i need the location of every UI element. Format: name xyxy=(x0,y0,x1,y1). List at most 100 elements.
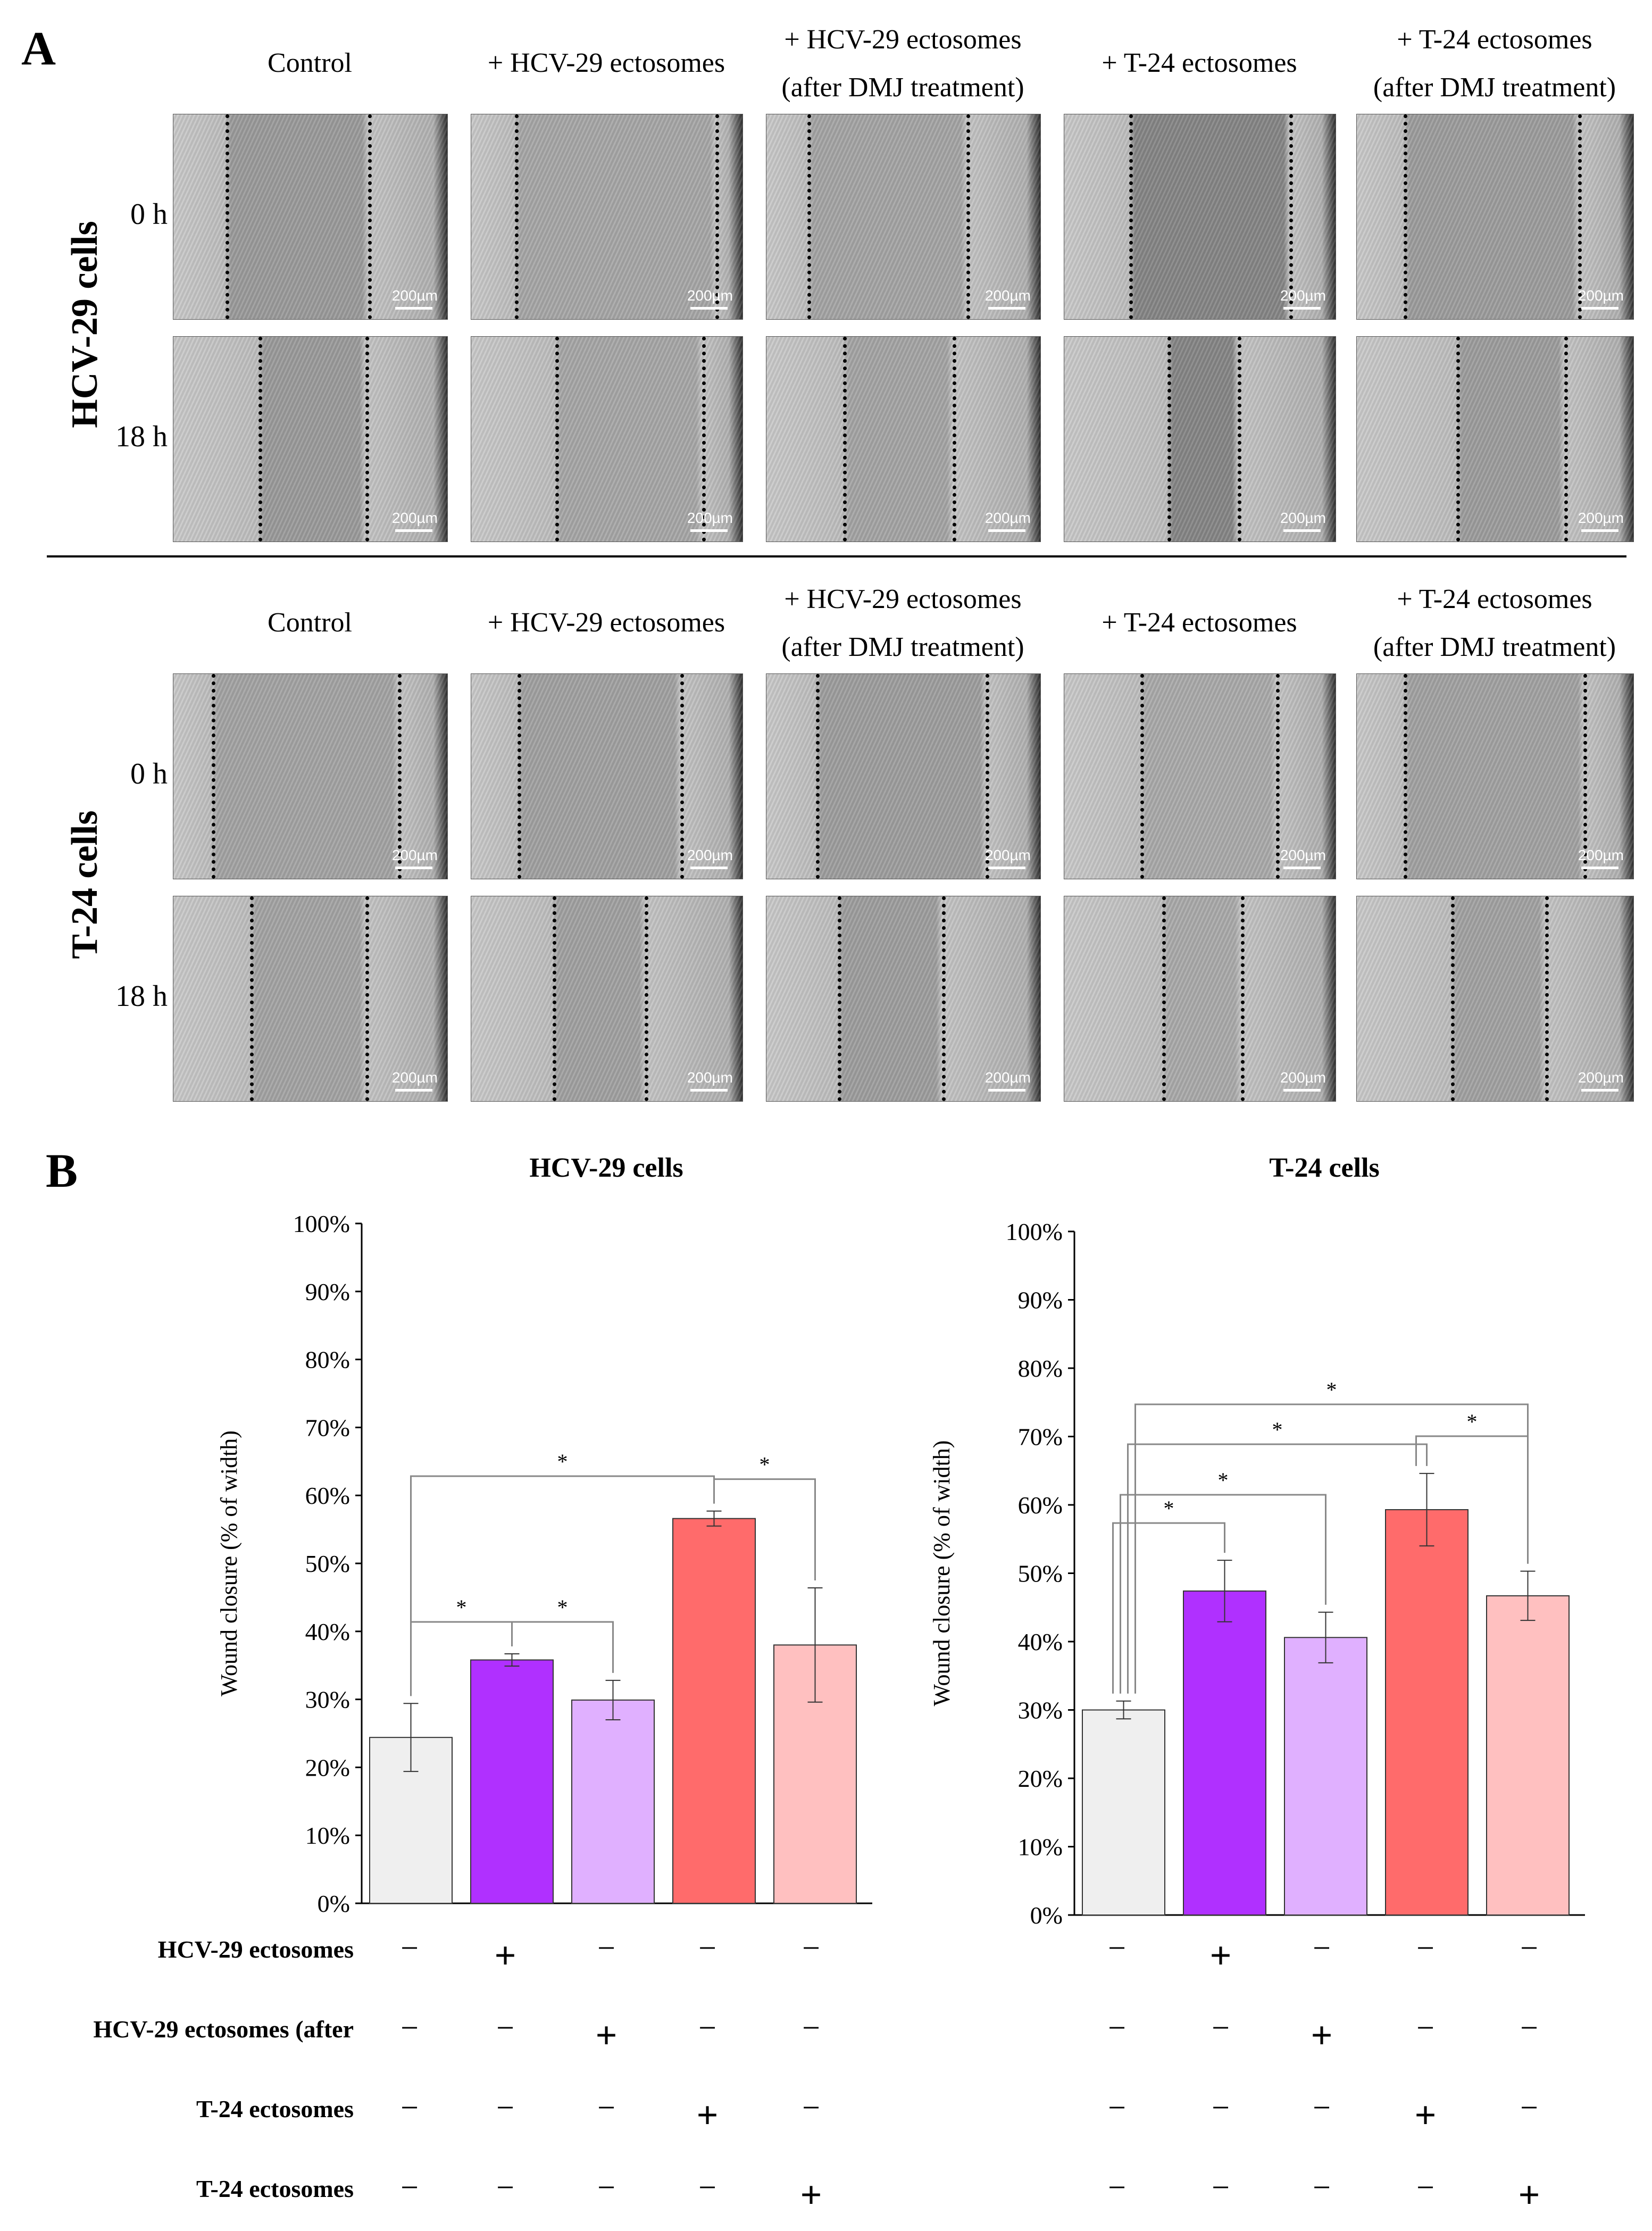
column-label: + HCV-29 ectosomes (after DMJ treatment) xyxy=(733,16,1073,112)
scale-bar-label: 200µm xyxy=(1578,510,1624,526)
condition-row-label: T-24 ectosomes xyxy=(196,2175,354,2202)
scale-bar-label: 200µm xyxy=(1578,287,1624,304)
wound-edge-line xyxy=(365,896,369,1101)
wound-edge-line xyxy=(553,896,556,1101)
wound-edge-line xyxy=(1240,896,1245,1101)
scale-bar xyxy=(1283,867,1321,869)
wound-edge-line xyxy=(837,896,841,1101)
significance-bracket xyxy=(1120,1494,1326,1694)
wound-edge-line xyxy=(1578,114,1582,319)
condition-minus: − xyxy=(802,2090,820,2125)
y-tick-label: 0% xyxy=(1030,1902,1063,1929)
wound-edge-line xyxy=(514,114,519,319)
wound-edge-line xyxy=(398,674,402,879)
micrograph: 200µm xyxy=(471,336,743,542)
significance-star: * xyxy=(557,1450,568,1474)
wound-edge-line xyxy=(1275,674,1280,879)
condition-minus: − xyxy=(496,2010,514,2045)
condition-minus: − xyxy=(1520,2010,1538,2045)
condition-plus: + xyxy=(1414,2094,1437,2136)
y-tick-label: 100% xyxy=(293,1210,350,1237)
wound-edge-line xyxy=(645,896,649,1101)
scale-bar xyxy=(395,529,432,532)
scale-bar-label: 200µm xyxy=(687,1069,733,1086)
condition-minus: − xyxy=(401,2170,419,2205)
scale-bar xyxy=(988,529,1025,532)
y-tick-label: 30% xyxy=(305,1686,350,1713)
condition-minus: − xyxy=(698,2010,716,2045)
scale-bar-label: 200µm xyxy=(984,510,1031,526)
scale-bar xyxy=(1283,307,1321,310)
significance-star: * xyxy=(557,1595,568,1619)
micrograph-texture xyxy=(766,337,1040,542)
bar xyxy=(470,1659,554,1904)
bar xyxy=(1082,1709,1165,1916)
column-label-line: + HCV-29 ectosomes xyxy=(784,584,1022,614)
wound-edge-line xyxy=(1167,337,1171,542)
micrograph-texture xyxy=(1064,896,1336,1101)
condition-minus: − xyxy=(1520,2090,1538,2125)
y-tick-label: 20% xyxy=(1018,1765,1063,1792)
micrograph: 200µm xyxy=(173,673,448,879)
micrograph: 200µm xyxy=(471,896,743,1102)
wound-edge-line xyxy=(715,114,719,319)
micrograph-texture xyxy=(766,114,1040,319)
significance-star: * xyxy=(1467,1410,1478,1434)
condition-row-label: HCV-29 ectosomes (after xyxy=(93,2016,354,2043)
wound-edge-line xyxy=(1450,896,1455,1101)
wound-edge-line xyxy=(680,674,684,879)
scale-bar xyxy=(988,307,1025,310)
wound-edge-line xyxy=(1289,114,1294,319)
micrograph-texture xyxy=(766,674,1040,879)
scale-bar xyxy=(1581,867,1618,869)
scale-bar xyxy=(690,529,728,532)
scale-bar xyxy=(395,307,432,310)
wound-edge-line xyxy=(1238,337,1242,542)
condition-minus: − xyxy=(597,2170,615,2205)
scale-bar-label: 200µm xyxy=(1280,510,1326,526)
y-tick-label: 90% xyxy=(1018,1287,1063,1314)
scale-bar xyxy=(1581,529,1618,532)
micrograph: 200µm xyxy=(1356,896,1634,1102)
scale-bar xyxy=(988,867,1025,869)
scale-bar xyxy=(1283,529,1321,532)
significance-star: * xyxy=(1272,1418,1283,1442)
micrograph-texture xyxy=(1357,337,1633,542)
bar xyxy=(1486,1595,1570,1916)
condition-minus: − xyxy=(1416,2170,1434,2205)
scale-bar xyxy=(690,307,728,310)
significance-star: * xyxy=(1326,1378,1337,1402)
chart-title-t24: T-24 cells xyxy=(1269,1153,1380,1183)
micrograph: 200µm xyxy=(1356,336,1634,542)
y-tick-label: 0% xyxy=(318,1890,350,1917)
column-label-line: (after DMJ treatment) xyxy=(781,632,1024,662)
scale-bar-label: 200µm xyxy=(984,847,1031,863)
column-label-line: (after DMJ treatment) xyxy=(781,72,1024,103)
condition-minus: − xyxy=(698,2170,716,2205)
micrograph-texture xyxy=(471,337,742,542)
y-tick-label: 60% xyxy=(305,1482,350,1509)
column-label-line: + T-24 ectosomes xyxy=(1102,48,1297,78)
condition-minus: − xyxy=(1108,2010,1126,2045)
y-tick-label: 100% xyxy=(1006,1218,1063,1245)
y-tick-label: 20% xyxy=(305,1754,350,1781)
row-group-label: T-24 cells xyxy=(64,810,105,959)
column-label: + T-24 ectosomes (after DMJ treatment) xyxy=(1324,576,1652,671)
y-tick-label: 70% xyxy=(305,1414,350,1441)
row-group-label: HCV-29 cells xyxy=(64,221,105,428)
wound-edge-line xyxy=(1564,337,1568,542)
significance-star: * xyxy=(456,1595,467,1619)
bar xyxy=(1385,1509,1469,1916)
y-tick-label: 10% xyxy=(305,1822,350,1849)
scale-bar-label: 200µm xyxy=(687,510,733,526)
wound-edge-line xyxy=(1162,896,1166,1101)
wound-edge-line xyxy=(212,674,216,879)
wound-edge-line xyxy=(555,337,560,542)
micrograph: 200µm xyxy=(173,114,448,320)
y-tick-label: 30% xyxy=(1018,1697,1063,1724)
wound-edge-line xyxy=(702,337,706,542)
column-label-line: + HCV-29 ectosomes xyxy=(487,607,725,638)
micrograph: 200µm xyxy=(173,896,448,1102)
micrograph-texture xyxy=(1357,896,1633,1101)
scale-bar xyxy=(395,867,432,869)
